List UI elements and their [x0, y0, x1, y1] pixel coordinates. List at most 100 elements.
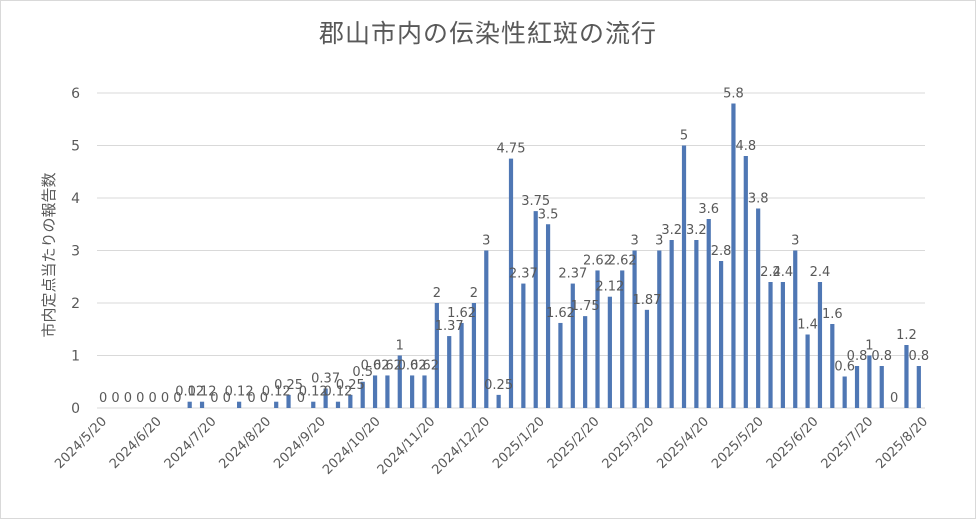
x-tick-label: 2025/2/20: [545, 414, 603, 472]
x-tick-label: 2024/7/20: [162, 414, 220, 472]
bar: [644, 309, 650, 408]
bar: [471, 303, 477, 408]
data-label: 0.37: [311, 372, 340, 387]
data-label: 0.62: [410, 358, 439, 373]
data-label: 2.4: [773, 265, 794, 280]
data-label: 0: [148, 391, 156, 406]
data-label: 0: [111, 391, 119, 406]
data-label: 3: [630, 234, 638, 249]
bar: [854, 366, 860, 408]
bar: [237, 401, 242, 408]
data-label: 3.75: [521, 194, 550, 209]
bar: [434, 303, 439, 408]
bar: [620, 270, 625, 408]
bar: [867, 355, 872, 408]
data-label: 0.6: [834, 360, 855, 375]
bar: [706, 219, 711, 408]
data-label: 4.75: [497, 142, 526, 157]
data-label: 1: [396, 339, 404, 354]
bar: [916, 366, 921, 408]
y-tick-label: 2: [71, 296, 80, 312]
data-label: 2.4: [810, 265, 831, 280]
bar: [558, 322, 563, 408]
data-label: 0.12: [225, 385, 254, 400]
bar: [756, 208, 761, 408]
bar: [459, 322, 464, 408]
data-label: 3.5: [538, 207, 559, 222]
x-tick-label: 2024/5/20: [52, 414, 110, 472]
x-tick-label: 2025/7/20: [819, 414, 877, 472]
bar: [842, 376, 847, 408]
bar: [496, 394, 501, 408]
bar: [607, 296, 612, 408]
data-label: 3: [655, 234, 663, 249]
data-label: 0.12: [188, 385, 217, 400]
data-label: 0: [136, 391, 144, 406]
bar: [348, 394, 353, 408]
bar: [595, 270, 600, 408]
data-label: 0: [260, 391, 268, 406]
bar: [768, 282, 773, 408]
bar: [323, 388, 328, 408]
data-label: 0.25: [336, 378, 365, 393]
data-label: 1.75: [571, 299, 600, 314]
x-tick-label: 2025/4/20: [654, 414, 712, 472]
data-label: 3: [791, 234, 799, 249]
data-label: 0: [890, 391, 898, 406]
data-label: 0.12: [175, 385, 204, 400]
x-tick-label: 2024/6/20: [107, 414, 165, 472]
data-label: 0: [99, 391, 107, 406]
data-label: 1.6: [822, 307, 843, 322]
data-label: 4.8: [735, 139, 756, 154]
data-label: 2: [470, 286, 478, 301]
bar: [410, 375, 415, 408]
x-tick-label: 2025/1/20: [490, 414, 548, 472]
bar: [385, 375, 390, 408]
bar: [533, 211, 538, 408]
bar: [718, 261, 724, 408]
data-label: 0: [173, 391, 181, 406]
data-label: 0.12: [299, 385, 328, 400]
bar: [570, 283, 575, 408]
data-label: 1: [865, 339, 873, 354]
data-label: 0: [161, 391, 169, 406]
bar: [545, 224, 551, 408]
data-label: 2.62: [583, 253, 612, 268]
bar: [805, 334, 810, 408]
bar: [681, 145, 687, 408]
x-tick-label: 2024/10/20: [320, 414, 384, 478]
y-tick-label: 3: [71, 244, 80, 260]
data-label: 1.62: [447, 306, 476, 321]
bar: [187, 401, 192, 408]
x-tick-label: 2025/6/20: [764, 414, 822, 472]
data-label: 1.62: [546, 306, 575, 321]
data-label: 2.12: [595, 280, 624, 295]
bar: [199, 401, 205, 408]
data-label: 0.8: [871, 349, 892, 364]
bar: [372, 375, 378, 408]
data-label: 0.62: [361, 358, 390, 373]
x-tick-label: 2025/3/20: [600, 414, 658, 472]
data-label: 0.5: [352, 365, 373, 380]
data-label: 1.37: [435, 319, 464, 334]
bar: [521, 283, 526, 408]
bar: [484, 250, 489, 408]
bar: [274, 401, 279, 408]
bar: [583, 316, 588, 408]
bar: [447, 336, 452, 408]
bar: [508, 158, 514, 408]
data-label: 3.8: [748, 192, 769, 207]
data-label: 2.62: [608, 253, 637, 268]
data-label: 2.37: [558, 267, 587, 282]
bar: [879, 366, 884, 408]
data-label: 5.8: [723, 87, 744, 102]
data-label: 0.62: [398, 358, 427, 373]
data-label: 0: [223, 391, 231, 406]
data-label: 2: [433, 286, 441, 301]
bar: [743, 156, 748, 408]
data-label: 0.8: [847, 349, 868, 364]
bar: [335, 401, 341, 408]
data-label: 1.4: [797, 318, 818, 333]
bar: [780, 282, 785, 408]
